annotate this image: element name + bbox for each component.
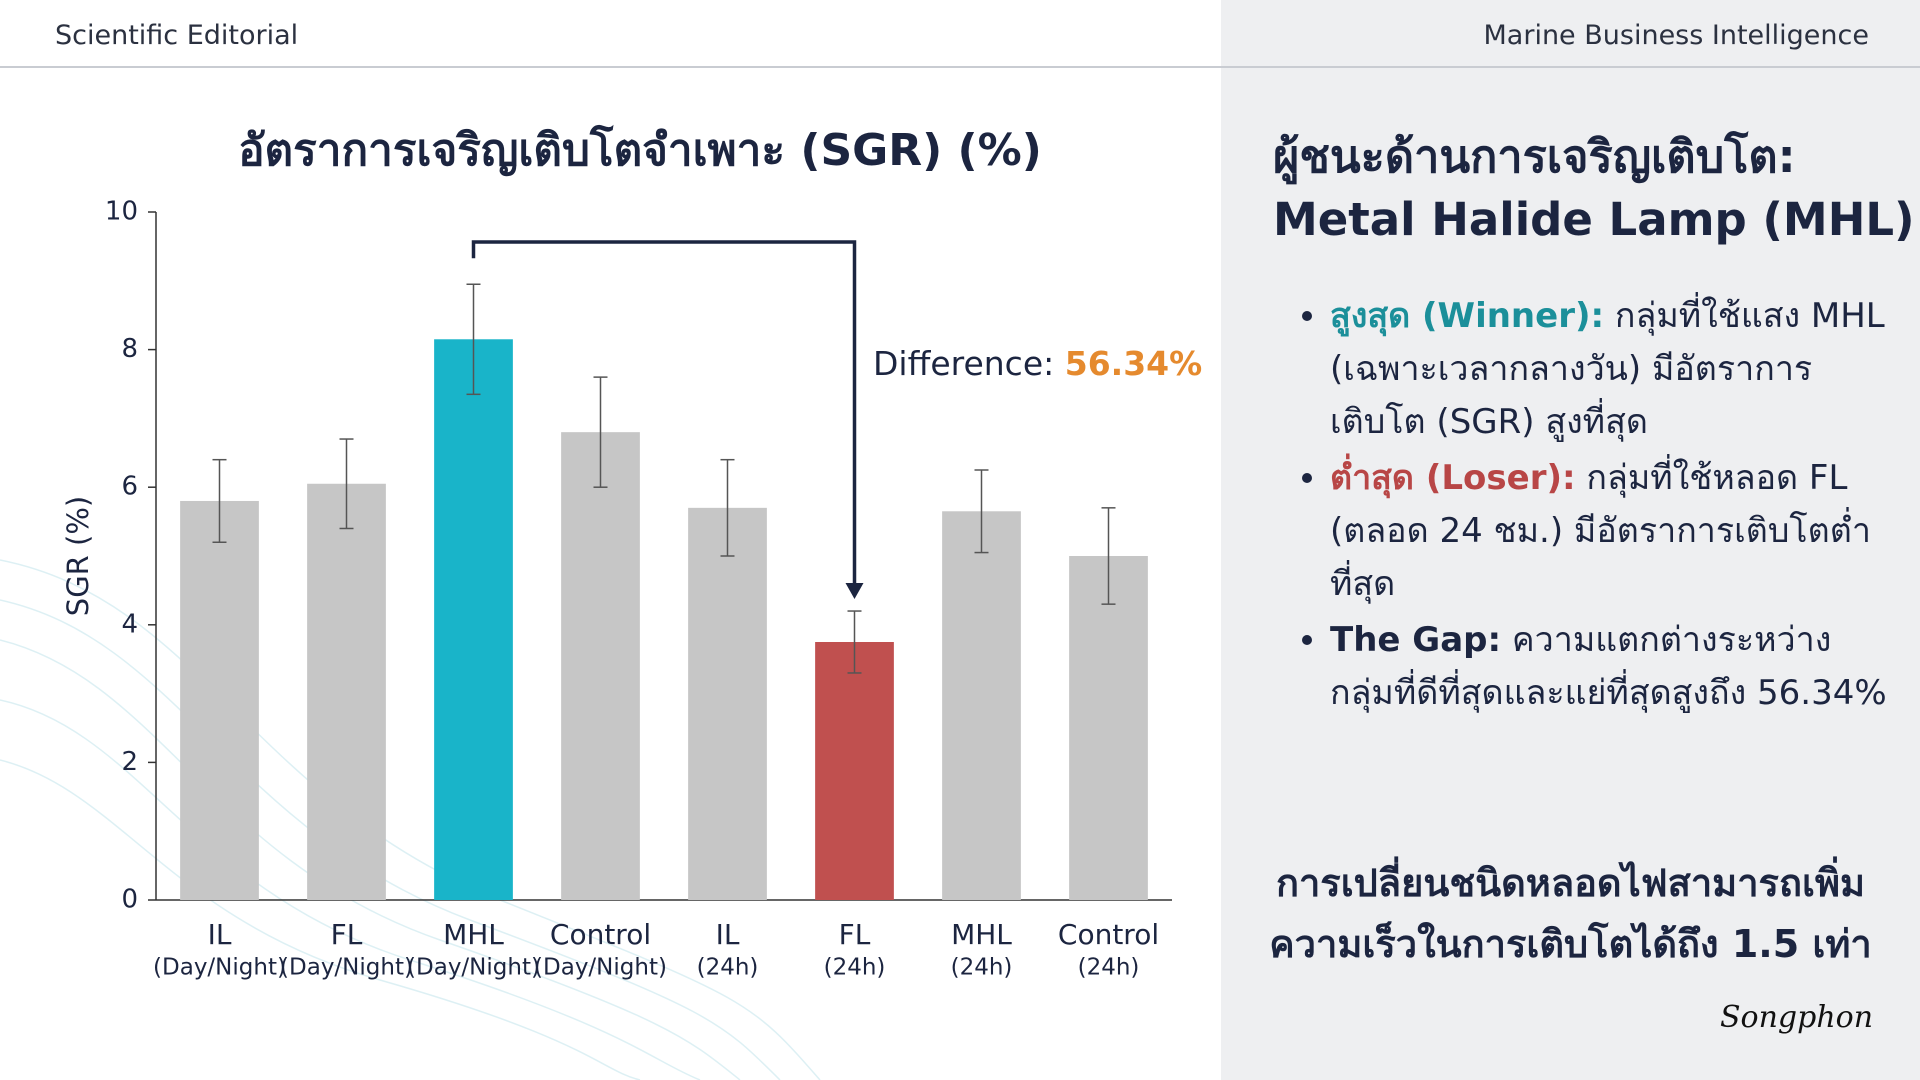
bar — [434, 339, 513, 900]
bar — [688, 507, 767, 900]
x-tick-label: Control — [550, 918, 651, 951]
x-tick-sublabel: (24h) — [824, 955, 886, 981]
x-tick-sublabel: (Day/Night) — [280, 955, 413, 981]
bar — [815, 642, 894, 900]
x-tick-label: MHL — [951, 918, 1012, 951]
bullet: ต่ำสุด (Loser): กลุ่มที่ใช้หลอด FL (ตลอด… — [1302, 452, 1890, 611]
y-tick-label: 4 — [121, 609, 138, 639]
annotation: Difference: 56.34% — [873, 344, 1202, 383]
bullet-text: ความแตกต่างระหว่างกลุ่มที่ดีที่สุดและแย่… — [1330, 620, 1887, 713]
x-tick-label: FL — [331, 918, 363, 951]
error-bar — [847, 610, 862, 674]
signature: Songphon — [1720, 1000, 1874, 1035]
x-tick-label: Control — [1058, 918, 1159, 951]
error-bar — [720, 458, 735, 557]
chart: อัตราการเจริญเติบโตจำเพาะ (SGR) (%) SGR … — [0, 123, 1202, 1080]
x-tick-sublabel: (24h) — [697, 955, 759, 981]
bar — [180, 500, 259, 900]
bar — [307, 483, 386, 900]
error-bar — [1101, 507, 1116, 605]
annotation-label: Difference: — [873, 344, 1054, 383]
conclusion: การเปลี่ยนชนิดหลอดไฟสามารถเพิ่ม ความเร็ว… — [1221, 853, 1920, 975]
bullet-label: สูงสุด (Winner): — [1330, 296, 1605, 336]
panel-heading: ผู้ชนะด้านการเจริญเติบโต: Metal Halide L… — [1273, 125, 1915, 251]
chart-title: อัตราการเจริญเติบโตจำเพาะ (SGR) (%) — [238, 123, 1042, 176]
error-bar — [593, 376, 608, 488]
header-right: Marine Business Intelligence — [1483, 20, 1870, 51]
x-tick-label: FL — [839, 918, 871, 951]
bullet-label: ต่ำสุด (Loser): — [1330, 458, 1576, 498]
x-tick-sublabel: (24h) — [951, 955, 1013, 981]
error-bar — [212, 458, 227, 543]
y-tick-label: 6 — [121, 472, 138, 502]
conclusion-line: การเปลี่ยนชนิดหลอดไฟสามารถเพิ่ม — [1275, 861, 1866, 905]
decor-waves — [0, 559, 821, 1080]
y-tick-label: 10 — [105, 197, 138, 227]
x-tick-label: IL — [208, 918, 232, 951]
summary-panel — [1221, 0, 1920, 1080]
error-bar — [974, 469, 989, 554]
x-tick-label: IL — [716, 918, 740, 951]
conclusion-line: ความเร็วในการเติบโตได้ถึง 1.5 เท่า — [1269, 922, 1872, 966]
heading-line: ผู้ชนะด้านการเจริญเติบโต: — [1273, 130, 1796, 183]
x-tick-sublabel: (Day/Night) — [407, 955, 540, 981]
y-axis-label: SGR (%) — [61, 496, 95, 616]
bar — [561, 432, 640, 900]
bullet-text: กลุ่มที่ใช้หลอด FL (ตลอด 24 ชม.) มีอัตรา… — [1330, 458, 1871, 604]
error-bar — [339, 438, 354, 530]
y-tick-label: 2 — [121, 747, 138, 777]
heading-line: Metal Halide Lamp (MHL) — [1273, 193, 1915, 246]
x-tick-sublabel: (Day/Night) — [153, 955, 286, 981]
bar — [1069, 556, 1148, 900]
x-tick-label: MHL — [443, 918, 504, 951]
bullet-text: กลุ่มที่ใช้แสง MHL (เฉพาะเวลากลางวัน) มี… — [1330, 296, 1885, 442]
bullet-label: The Gap: — [1330, 620, 1502, 660]
bullet: สูงสุด (Winner): กลุ่มที่ใช้แสง MHL (เฉพ… — [1302, 290, 1890, 449]
arrow-head — [845, 583, 864, 600]
header-rule — [0, 66, 1920, 68]
bar — [942, 511, 1021, 900]
y-tick-label: 0 — [121, 885, 138, 915]
error-bar — [466, 283, 481, 396]
y-tick-label: 8 — [121, 334, 138, 364]
bullet: The Gap: ความแตกต่างระหว่างกลุ่มที่ดีที่… — [1302, 614, 1890, 720]
header-left: Scientific Editorial — [55, 20, 299, 51]
annotation-value: 56.34% — [1065, 344, 1202, 383]
x-tick-sublabel: (24h) — [1078, 955, 1140, 981]
difference-bracket — [471, 240, 857, 586]
x-tick-sublabel: (Day/Night) — [534, 955, 667, 981]
